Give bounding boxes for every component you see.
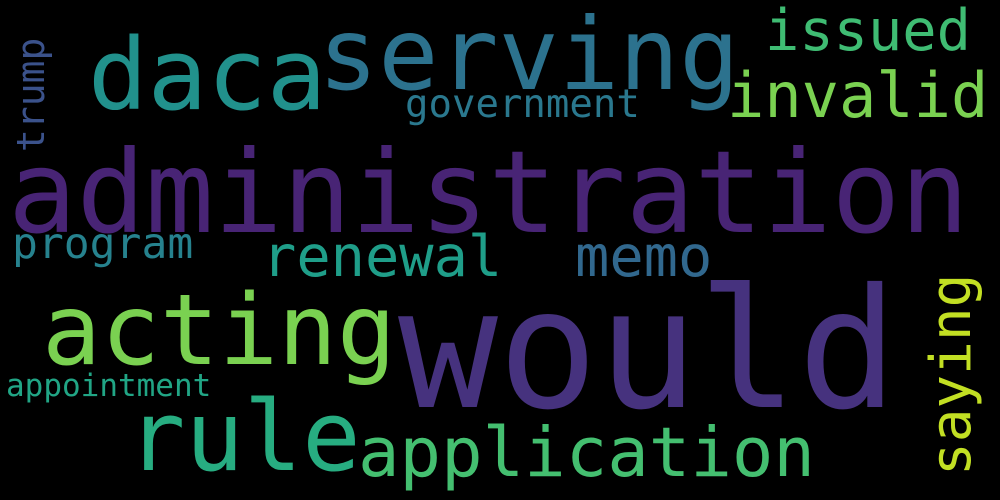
word-memo: memo: [575, 224, 713, 290]
word-issued: issued: [765, 0, 971, 64]
word-would: would: [398, 254, 898, 447]
word-invalid: invalid: [727, 59, 989, 132]
word-renewal: renewal: [262, 224, 503, 290]
word-daca: daca: [88, 18, 327, 133]
word-appointment: appointment: [6, 368, 212, 404]
word-rule: rule: [127, 380, 361, 493]
word-serving: serving: [318, 0, 740, 113]
word-acting: acting: [42, 274, 397, 388]
word-trump: trump: [9, 37, 53, 152]
word-government: government: [405, 82, 640, 127]
word-saying: saying: [919, 273, 984, 476]
word-program: program: [12, 219, 194, 269]
word-application: application: [358, 413, 815, 493]
word-administration: administration: [8, 126, 969, 259]
